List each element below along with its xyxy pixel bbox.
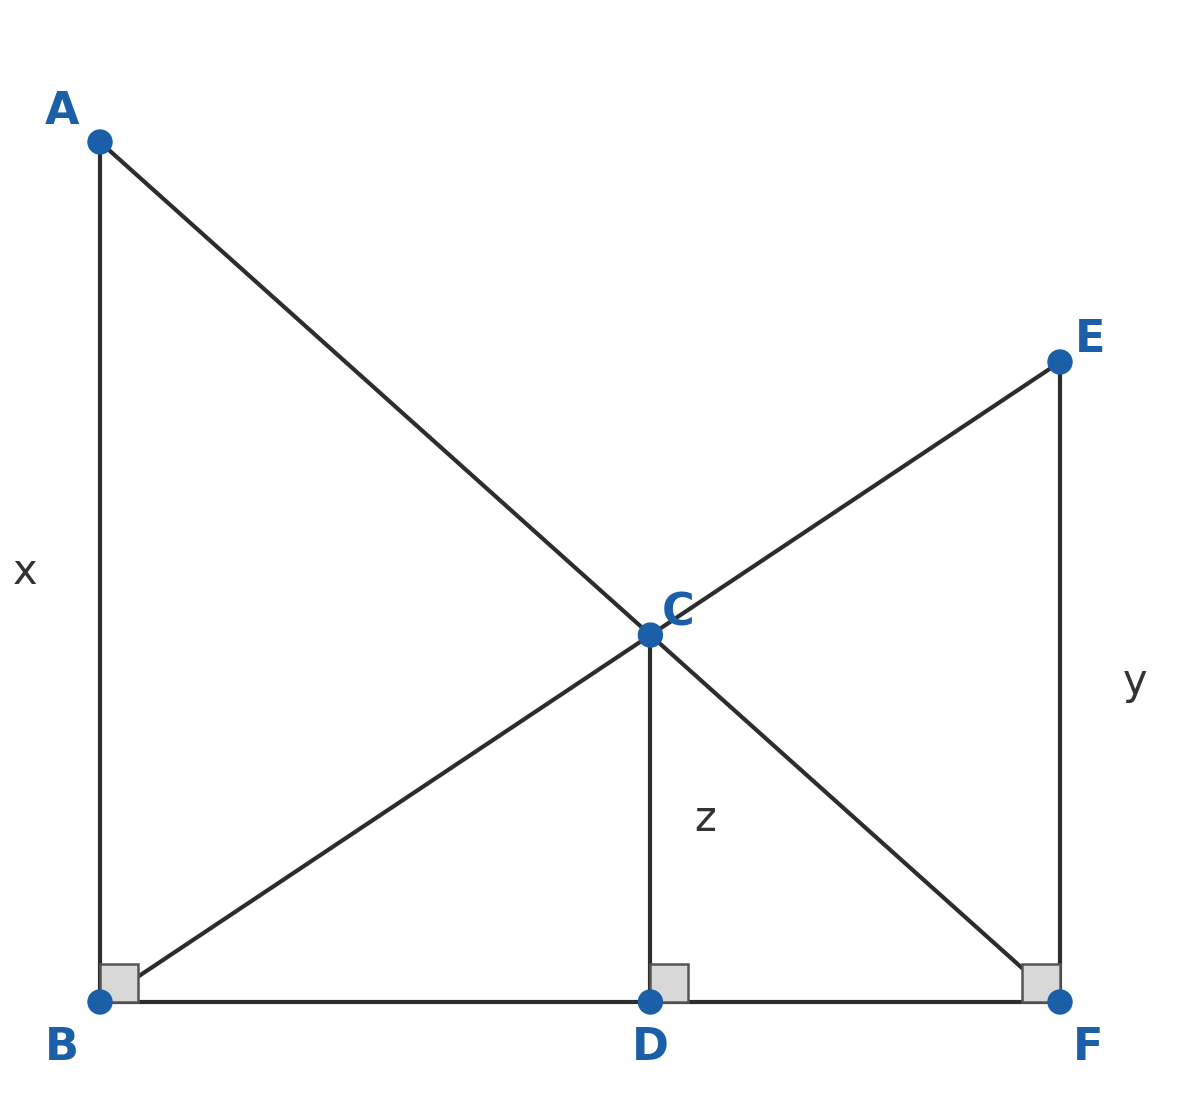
Text: F: F: [1073, 1026, 1103, 1069]
Circle shape: [88, 990, 112, 1014]
Circle shape: [638, 990, 662, 1014]
Polygon shape: [100, 964, 138, 1002]
Text: y: y: [1123, 661, 1147, 703]
Polygon shape: [1022, 964, 1060, 1002]
Circle shape: [1048, 990, 1072, 1014]
Circle shape: [1048, 350, 1072, 374]
Text: x: x: [13, 551, 37, 593]
Text: A: A: [44, 90, 79, 133]
Text: z: z: [695, 798, 716, 840]
Circle shape: [638, 623, 662, 647]
Text: C: C: [662, 592, 695, 635]
Circle shape: [88, 130, 112, 154]
Text: D: D: [632, 1026, 668, 1069]
Polygon shape: [650, 964, 689, 1002]
Text: B: B: [46, 1026, 79, 1069]
Text: E: E: [1075, 318, 1105, 361]
